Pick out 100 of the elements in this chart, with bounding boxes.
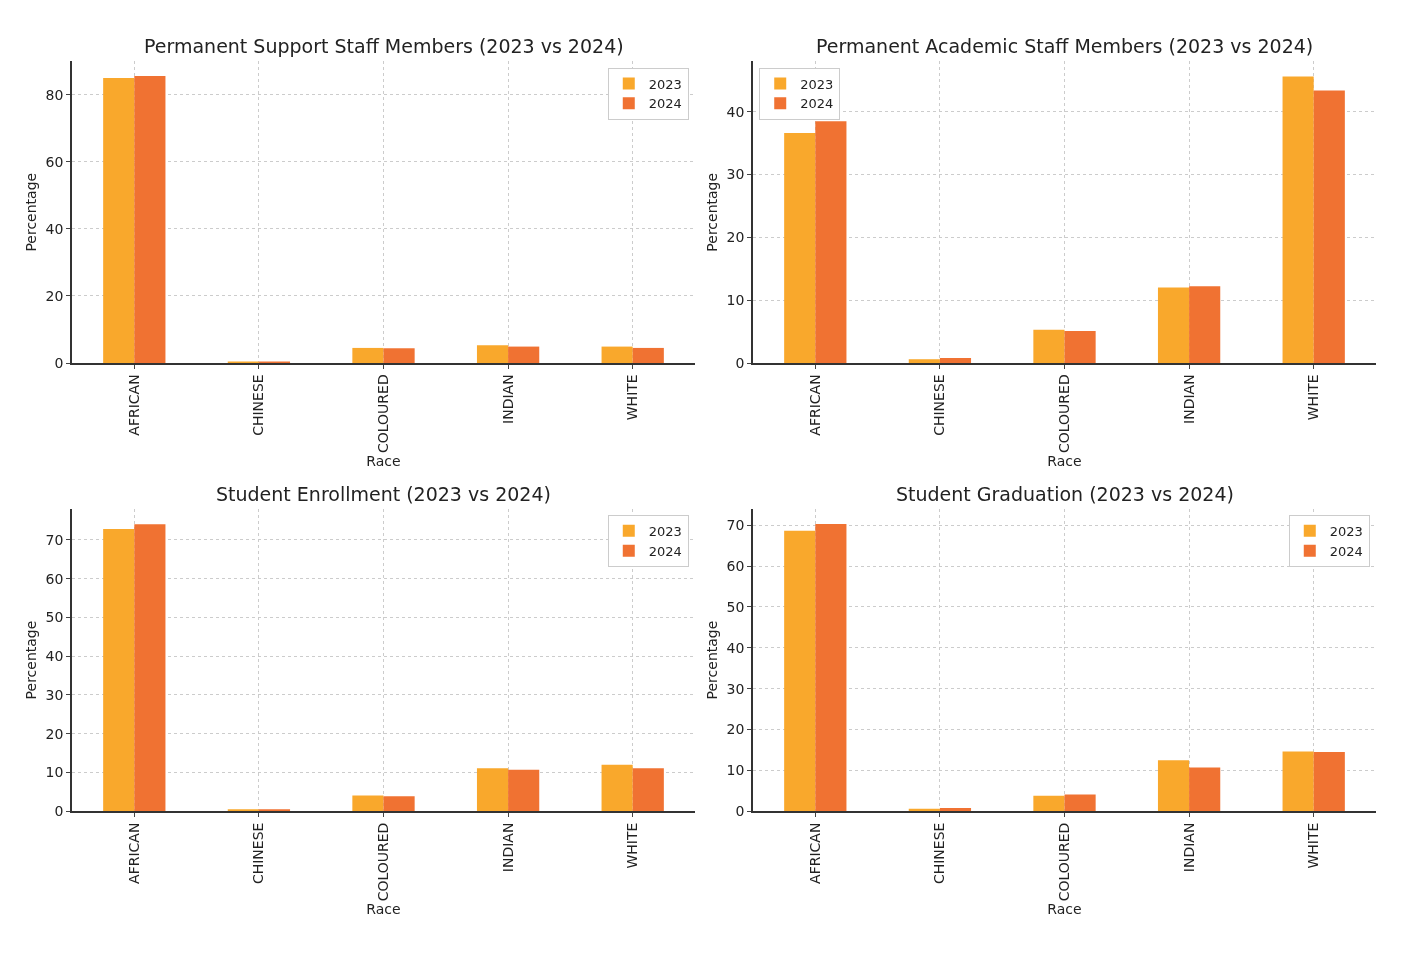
- x-tick-label: AFRICAN: [125, 374, 142, 436]
- y-tick-label: 80: [45, 86, 64, 103]
- bar: [508, 346, 540, 363]
- legend-label: 2024: [648, 96, 682, 112]
- x-tick-label: CHINESE: [931, 374, 948, 436]
- x-tick-label: AFRICAN: [125, 822, 142, 884]
- chart-title: Permanent Support Staff Members (2023 vs 2024): [144, 35, 624, 57]
- bar: [1313, 752, 1345, 812]
- x-tick-label: CHINESE: [250, 822, 267, 885]
- legend-label: 2024: [1329, 543, 1363, 559]
- bar: [1189, 767, 1221, 812]
- y-tick-label: 0: [54, 354, 64, 371]
- legend-label: 2024: [648, 543, 682, 559]
- bar: [134, 524, 166, 812]
- x-tick-label: WHITE: [624, 822, 641, 869]
- chart-title: Student Graduation (2023 vs 2024): [896, 483, 1234, 505]
- bar: [1282, 751, 1314, 812]
- bar: [352, 795, 384, 812]
- bar: [939, 357, 972, 363]
- x-axis-title: Race: [366, 453, 401, 470]
- y-tick-label: 70: [726, 517, 745, 534]
- bar: [1064, 330, 1096, 363]
- y-tick-label: 40: [45, 220, 64, 237]
- bar: [134, 75, 166, 363]
- x-axis-title: Race: [1047, 901, 1082, 918]
- y-axis-title: Percentage: [703, 620, 720, 700]
- x-axis-title: Race: [366, 901, 401, 918]
- bar: [1313, 90, 1345, 363]
- y-tick-label: 60: [45, 153, 64, 170]
- bar: [601, 346, 633, 363]
- legend-label: 2023: [648, 76, 682, 92]
- x-tick-label: WHITE: [624, 374, 641, 421]
- y-tick-label: 40: [45, 648, 64, 665]
- legend-label: 2024: [800, 96, 834, 112]
- y-tick-label: 0: [735, 803, 745, 820]
- bar: [601, 764, 633, 812]
- x-tick-label: COLOURED: [1056, 374, 1073, 454]
- y-tick-label: 10: [45, 764, 64, 781]
- bar: [476, 768, 509, 812]
- bar: [476, 345, 509, 363]
- x-tick-label: COLOURED: [375, 374, 392, 454]
- x-tick-label: AFRICAN: [806, 374, 823, 436]
- bar: [508, 769, 540, 812]
- y-tick-label: 30: [45, 686, 64, 703]
- bar: [352, 347, 384, 363]
- bar: [632, 768, 664, 812]
- y-tick-label: 0: [54, 803, 64, 820]
- y-tick-label: 60: [45, 570, 64, 587]
- y-tick-label: 10: [726, 762, 745, 779]
- bar: [815, 523, 847, 812]
- y-tick-label: 20: [45, 287, 64, 304]
- bar: [103, 77, 135, 363]
- bar: [1064, 794, 1096, 812]
- y-tick-label: 10: [726, 292, 745, 309]
- y-axis-title: Percentage: [22, 172, 39, 252]
- bar: [383, 796, 415, 812]
- x-tick-label: INDIAN: [499, 374, 516, 424]
- bar: [784, 530, 816, 812]
- bar: [1033, 795, 1065, 812]
- y-tick-label: 30: [726, 680, 745, 697]
- bar: [1157, 760, 1190, 812]
- bar: [103, 528, 135, 812]
- y-tick-label: 0: [735, 354, 745, 371]
- y-tick-label: 30: [726, 166, 745, 183]
- y-tick-label: 20: [726, 229, 745, 246]
- y-axis-title: Percentage: [22, 620, 39, 700]
- chart-title: Permanent Academic Staff Members (2023 vs 2024): [816, 35, 1314, 57]
- x-tick-label: INDIAN: [1180, 374, 1197, 424]
- x-tick-label: COLOURED: [1056, 822, 1073, 902]
- bar: [632, 347, 664, 363]
- legend-label: 2023: [800, 76, 834, 92]
- bar: [258, 809, 291, 812]
- x-tick-label: WHITE: [1305, 822, 1322, 869]
- y-tick-label: 50: [726, 598, 745, 615]
- y-axis-title: Percentage: [703, 172, 720, 252]
- x-tick-label: CHINESE: [250, 374, 267, 436]
- bar: [383, 348, 415, 363]
- legend-label: 2023: [1329, 523, 1363, 539]
- bar: [908, 359, 940, 363]
- chart-title: Student Enrollment (2023 vs 2024): [216, 483, 551, 505]
- bar: [939, 808, 972, 812]
- x-tick-label: CHINESE: [931, 822, 948, 885]
- y-tick-label: 50: [45, 609, 64, 626]
- x-tick-label: AFRICAN: [806, 822, 823, 884]
- x-axis-title: Race: [1047, 453, 1082, 470]
- bar: [784, 133, 816, 363]
- bar: [1033, 329, 1065, 363]
- bar: [227, 809, 259, 812]
- bar: [1157, 287, 1190, 363]
- y-tick-label: 20: [726, 721, 745, 738]
- y-tick-label: 40: [726, 103, 745, 120]
- x-tick-label: WHITE: [1305, 374, 1322, 421]
- y-tick-label: 60: [726, 557, 745, 574]
- x-tick-label: INDIAN: [499, 822, 516, 873]
- y-tick-label: 40: [726, 639, 745, 656]
- legend-label: 2023: [648, 523, 682, 539]
- x-tick-label: INDIAN: [1180, 822, 1197, 873]
- x-tick-label: COLOURED: [375, 822, 392, 902]
- bar: [1189, 286, 1221, 363]
- y-tick-label: 70: [45, 531, 64, 548]
